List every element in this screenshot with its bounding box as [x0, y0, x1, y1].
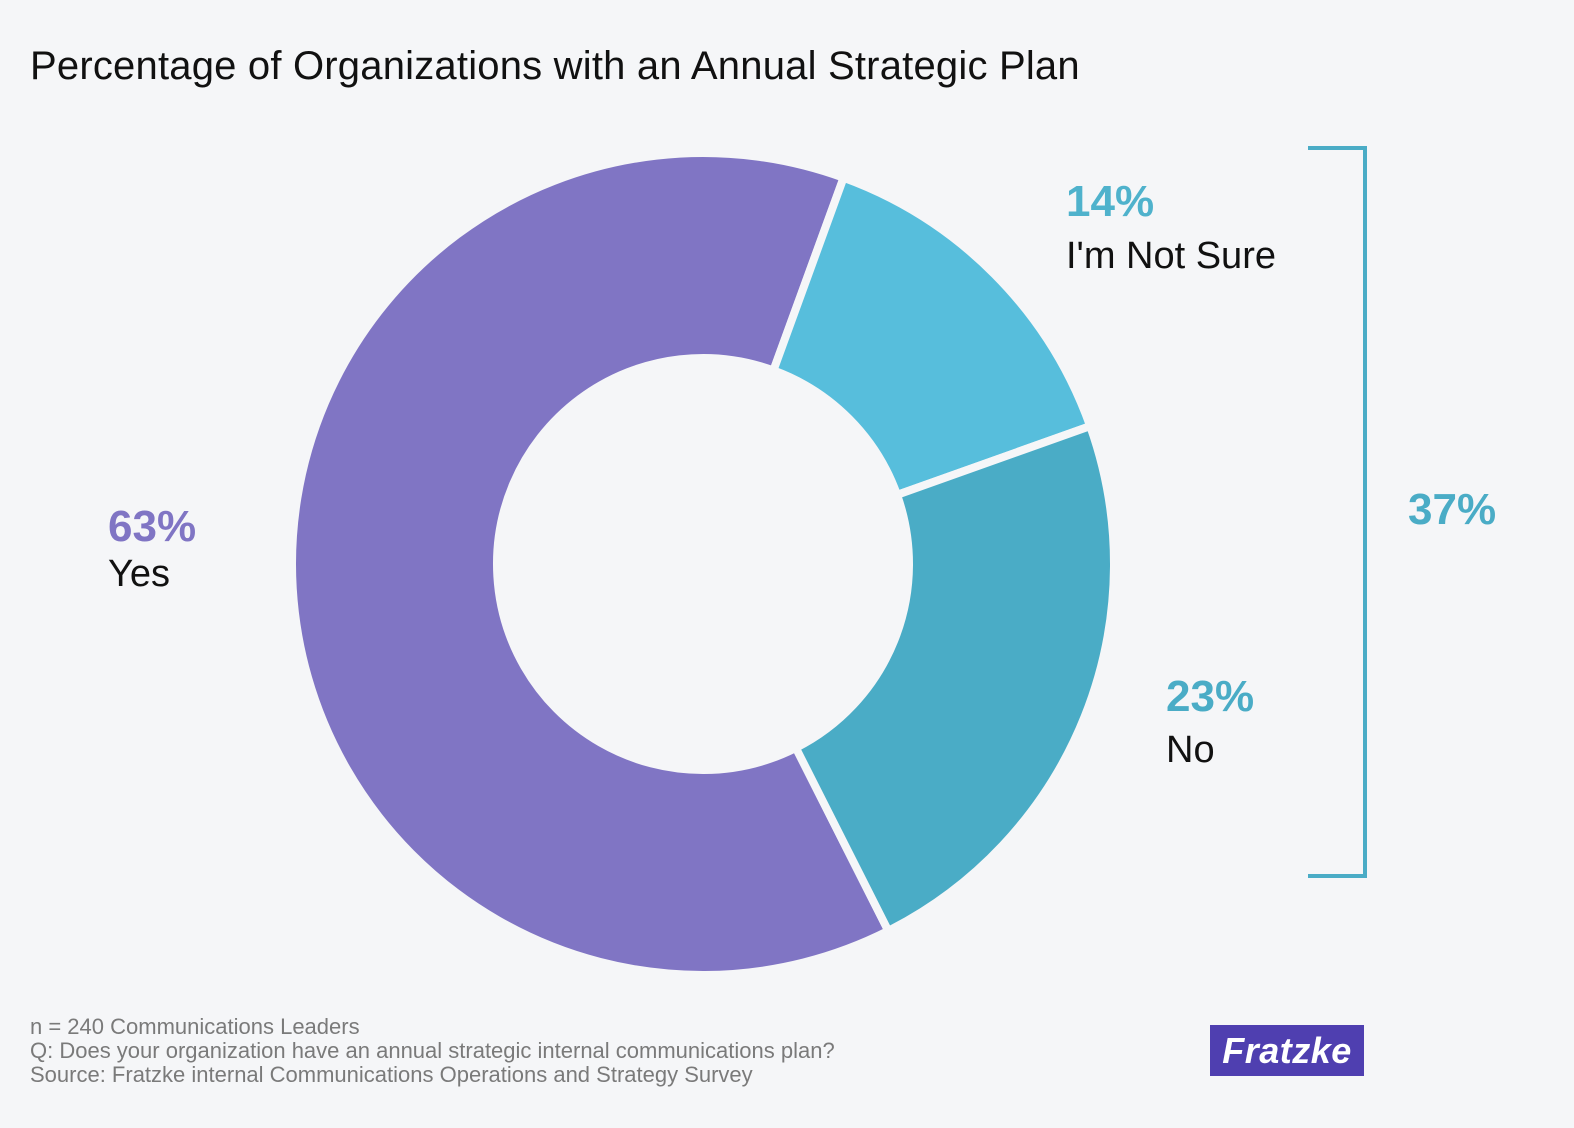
slice-value-label-yes: 63% — [108, 502, 196, 551]
chart-title: Percentage of Organizations with an Annu… — [30, 44, 1080, 88]
slice-name-label-no: No — [1166, 729, 1215, 771]
slice-value-label-no: 23% — [1166, 672, 1254, 721]
slice-name-label-yes: Yes — [108, 553, 170, 595]
footnote-source: Source: Fratzke internal Communications … — [30, 1062, 753, 1087]
group-bracket-value-label: 37% — [1408, 485, 1496, 534]
slice-name-label-not-sure: I'm Not Sure — [1066, 235, 1276, 277]
chart-footnote: n = 240 Communications Leaders Q: Does y… — [30, 1015, 835, 1087]
donut-slices — [288, 149, 1118, 979]
group-bracket — [1308, 146, 1367, 878]
slice-not-sure — [768, 172, 1096, 501]
slice-value-label-not-sure: 14% — [1066, 177, 1154, 226]
fratzke-logo: Fratzke — [1210, 1025, 1364, 1076]
footnote-question: Q: Does your organization have an annual… — [30, 1038, 835, 1063]
footnote-sample-size: n = 240 Communications Leaders — [30, 1014, 360, 1039]
slice-yes — [288, 149, 894, 979]
slice-no — [790, 421, 1118, 937]
